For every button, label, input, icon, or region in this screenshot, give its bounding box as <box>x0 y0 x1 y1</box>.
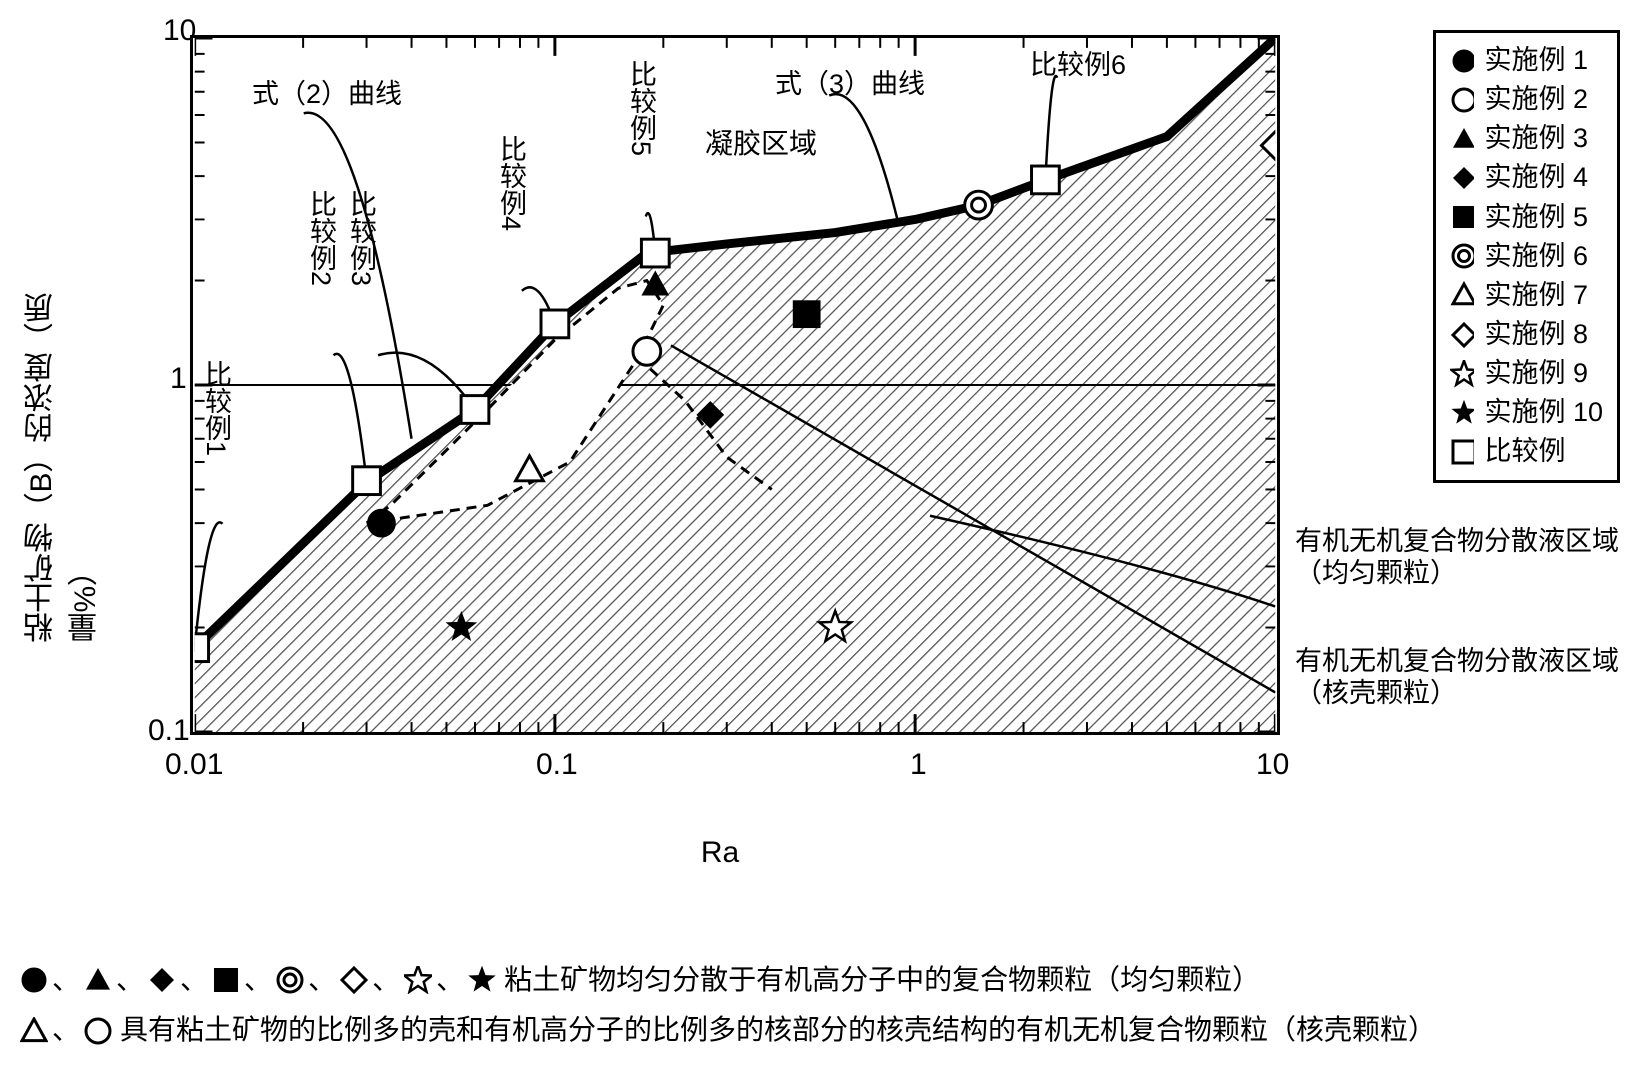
legend-box: 实施例 1实施例 2实施例 3实施例 4实施例 5实施例 6实施例 7实施例 8… <box>1433 30 1620 483</box>
footnote-uniform-text: 粘土矿物均匀分散于有机高分子中的复合物颗粒（均匀颗粒） <box>504 955 1260 1005</box>
legend-marker-open-square <box>1450 440 1474 464</box>
legend-row: 实施例 5 <box>1450 198 1603 237</box>
legend-row: 实施例 1 <box>1450 41 1603 80</box>
xtick-10: 10 <box>1256 748 1289 782</box>
ytick-1: 1 <box>170 362 187 396</box>
xtick-001: 0.01 <box>165 748 223 782</box>
inline-marker-open-triangle <box>20 1017 48 1045</box>
legend-label: 实施例 10 <box>1484 393 1603 432</box>
legend-marker-open-star <box>1450 362 1474 386</box>
cmp1-label: 比较例1 <box>200 360 231 456</box>
footnote-coreshell: 、 具有粘土矿物的比例多的壳和有机高分子的比例多的核部分的核壳结构的有机无机复合… <box>20 1005 1624 1055</box>
legend-marker-open-triangle <box>1450 283 1474 307</box>
inline-marker-open-diamond <box>340 966 368 994</box>
legend-label: 比较例 <box>1484 432 1565 471</box>
curve3-label: 式（3）曲线 <box>775 69 925 100</box>
inline-marker-open-circle <box>84 1017 112 1045</box>
cmp3-label: 比较例3 <box>345 190 376 286</box>
xtick-01: 0.1 <box>536 748 578 782</box>
bottom-notes: 、、、、、、、 粘土矿物均匀分散于有机高分子中的复合物颗粒（均匀颗粒） 、 具有… <box>20 955 1624 1056</box>
legend-label: 实施例 6 <box>1484 237 1588 276</box>
legend-row: 实施例 10 <box>1450 393 1603 432</box>
legend-label: 实施例 5 <box>1484 198 1588 237</box>
legend-label: 实施例 8 <box>1484 315 1588 354</box>
legend-label: 实施例 1 <box>1484 41 1588 80</box>
curve2-label: 式（2）曲线 <box>252 79 402 110</box>
footnote-coreshell-text: 具有粘土矿物的比例多的壳和有机高分子的比例多的核部分的核壳结构的有机无机复合物颗… <box>120 1005 1436 1055</box>
xtick-1: 1 <box>910 748 927 782</box>
cmp6-label: 比较例6 <box>1030 50 1126 81</box>
gel-label: 凝胶区域 <box>705 128 817 160</box>
legend-row: 实施例 4 <box>1450 158 1603 197</box>
inline-marker-double-circle <box>276 966 304 994</box>
legend-marker-filled-star <box>1450 401 1474 425</box>
region-coreshell-label: 有机无机复合物分散液区域（核壳颗粒） <box>1295 645 1625 710</box>
chart-container: 粘土矿物（B）的浓度（质量%） 10 1 0.1 0.01 0.1 1 10 R… <box>20 20 1620 850</box>
legend-label: 实施例 9 <box>1484 354 1588 393</box>
region-uniform-label: 有机无机复合物分散液区域（均匀颗粒） <box>1295 525 1625 590</box>
legend-row: 实施例 8 <box>1450 315 1603 354</box>
cmp4-label: 比较例4 <box>495 135 526 231</box>
ytick-01: 0.1 <box>148 714 190 748</box>
cmp5-label: 比较例5 <box>625 60 656 156</box>
legend-marker-filled-square <box>1450 205 1474 229</box>
legend-marker-double-circle <box>1450 244 1474 268</box>
legend-row: 实施例 9 <box>1450 354 1603 393</box>
legend-marker-filled-triangle <box>1450 127 1474 151</box>
legend-label: 实施例 4 <box>1484 158 1588 197</box>
ytick-10: 10 <box>163 14 196 48</box>
y-axis-label: 粘土矿物（B）的浓度（质量%） <box>20 228 108 643</box>
legend-label: 实施例 2 <box>1484 80 1588 119</box>
legend-label: 实施例 7 <box>1484 276 1588 315</box>
inline-marker-filled-diamond <box>148 966 176 994</box>
legend-marker-open-circle <box>1450 88 1474 112</box>
inline-marker-filled-star <box>468 966 496 994</box>
legend-marker-filled-circle <box>1450 49 1474 73</box>
inline-marker-open-star <box>404 966 432 994</box>
legend-row: 实施例 6 <box>1450 237 1603 276</box>
legend-row: 比较例 <box>1450 432 1603 471</box>
legend-marker-filled-diamond <box>1450 166 1474 190</box>
inline-marker-filled-triangle <box>84 966 112 994</box>
legend-row: 实施例 3 <box>1450 119 1603 158</box>
legend-row: 实施例 7 <box>1450 276 1603 315</box>
x-axis-label: Ra <box>701 836 739 870</box>
inline-marker-filled-square <box>212 966 240 994</box>
cmp2-label: 比较例2 <box>305 190 336 286</box>
legend-row: 实施例 2 <box>1450 80 1603 119</box>
footnote-uniform: 、、、、、、、 粘土矿物均匀分散于有机高分子中的复合物颗粒（均匀颗粒） <box>20 955 1624 1005</box>
inline-marker-filled-circle <box>20 966 48 994</box>
legend-marker-open-diamond <box>1450 323 1474 347</box>
legend-label: 实施例 3 <box>1484 119 1588 158</box>
